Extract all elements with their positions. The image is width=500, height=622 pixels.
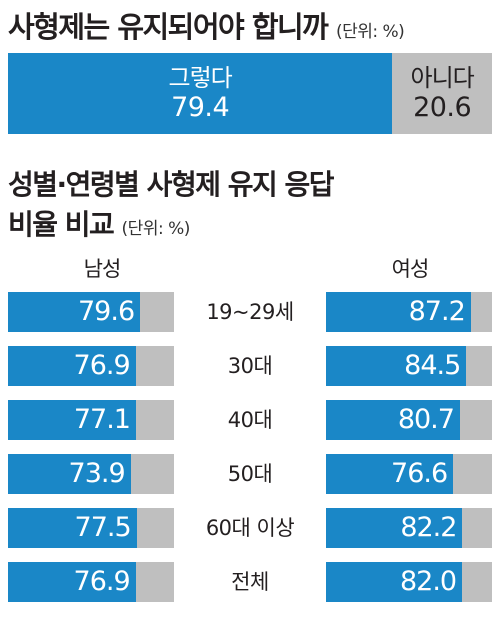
male-bar-fill: 76.9 [8, 346, 136, 386]
male-bar: 77.5 [8, 508, 174, 548]
chart-title-text: 사형제는 유지되어야 합니까 [8, 10, 329, 44]
male-bar-fill: 79.6 [8, 292, 141, 332]
female-column-header: 여성 [391, 257, 430, 281]
male-bar-value: 73.9 [68, 458, 126, 489]
male-bar-value: 79.6 [78, 296, 135, 327]
unit-label: (단위: %) [335, 22, 405, 42]
female-bar-value: 87.2 [408, 296, 466, 327]
female-bar-fill: 82.2 [326, 508, 463, 548]
section-unit-label: (단위: %) [121, 219, 191, 239]
male-bar-fill: 77.5 [8, 508, 137, 548]
female-bar-value: 80.7 [397, 404, 455, 435]
female-bar-fill: 87.2 [326, 292, 471, 332]
section-title-line2: 비율 비교 [8, 208, 115, 241]
female-bar: 87.2 [326, 292, 492, 332]
age-group-label: 전체 [231, 570, 269, 594]
section-title-line1: 성별·연령별 사형제 유지 응답 [8, 168, 335, 201]
female-bar: 82.0 [326, 562, 492, 602]
bar-yes: 그렇다 79.4 [8, 53, 393, 134]
male-bar: 76.9 [8, 562, 174, 602]
age-group-label: 19~29세 [206, 300, 294, 324]
female-bar-value: 76.6 [391, 458, 448, 489]
male-bar-value: 76.9 [73, 350, 131, 381]
bar-no-label: 아니다 [410, 63, 475, 92]
male-bar-fill: 73.9 [8, 454, 131, 494]
age-group-label: 50대 [227, 462, 273, 486]
male-column-header: 남성 [83, 257, 122, 281]
male-bar: 73.9 [8, 454, 174, 494]
male-bar: 79.6 [8, 292, 174, 332]
male-bar-value: 77.5 [74, 512, 132, 543]
male-bar-fill: 76.9 [8, 562, 136, 602]
female-bar: 84.5 [326, 346, 492, 386]
age-group-label: 40대 [227, 408, 273, 432]
female-bar-fill: 84.5 [326, 346, 467, 386]
section-title: 성별·연령별 사형제 유지 응답 비율 비교 (단위: %) [8, 165, 335, 249]
female-bar: 76.6 [326, 454, 492, 494]
overall-response-bar: 그렇다 79.4 아니다 20.6 [8, 53, 492, 134]
female-bar: 80.7 [326, 400, 492, 440]
female-bar-value: 82.2 [400, 512, 457, 543]
female-bar-fill: 76.6 [326, 454, 454, 494]
female-bar: 82.2 [326, 508, 492, 548]
male-bar: 76.9 [8, 346, 174, 386]
bar-no: 아니다 20.6 [392, 53, 492, 134]
age-group-label: 30대 [227, 354, 273, 378]
female-bar-fill: 82.0 [326, 562, 463, 602]
female-bar-value: 82.0 [399, 566, 457, 597]
male-bar: 77.1 [8, 400, 174, 440]
male-bar-value: 76.9 [73, 566, 131, 597]
female-bar-fill: 80.7 [326, 400, 460, 440]
bar-yes-value: 79.4 [171, 91, 230, 123]
age-group-label: 60대 이상 [205, 516, 295, 540]
female-bar-value: 84.5 [404, 350, 461, 381]
male-bar-value: 77.1 [73, 404, 131, 435]
chart-title: 사형제는 유지되어야 합니까 (단위: %) [8, 4, 405, 46]
bar-yes-label: 그렇다 [168, 63, 233, 92]
male-bar-fill: 77.1 [8, 400, 136, 440]
bar-no-value: 20.6 [413, 91, 472, 123]
